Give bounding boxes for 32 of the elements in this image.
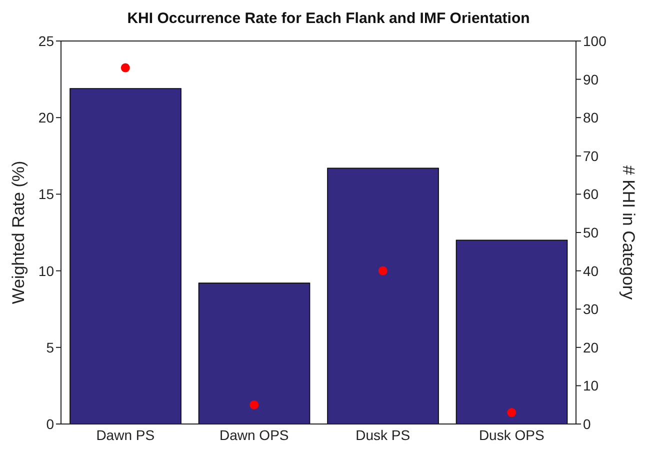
bar — [327, 168, 439, 424]
point — [378, 266, 388, 276]
y2-tick-label: 0 — [583, 416, 591, 432]
y-tick-label: 25 — [38, 32, 54, 49]
bar — [70, 88, 182, 424]
x-tick-label: Dawn OPS — [220, 426, 289, 443]
point — [507, 408, 516, 418]
y2-tick-label: 90 — [583, 71, 599, 88]
y-tick-label: 15 — [38, 186, 54, 202]
y2-tick-label: 20 — [583, 339, 599, 356]
y2-tick-label: 60 — [583, 186, 599, 202]
y2-tick-label: 50 — [583, 224, 599, 240]
bar — [456, 240, 568, 424]
y-tick-label: 5 — [46, 339, 54, 356]
x-tick-label: Dusk PS — [356, 426, 410, 443]
point — [250, 400, 259, 410]
y2-tick-label: 10 — [583, 378, 599, 394]
bar — [198, 282, 310, 424]
y2-tick-label: 80 — [583, 110, 599, 126]
y-tick-label: 20 — [38, 110, 54, 126]
y2-axis-title: # KHI in Category — [618, 165, 638, 300]
y-tick-label: 0 — [46, 416, 54, 432]
y2-tick-label: 100 — [583, 32, 607, 49]
chart-title: KHI Occurrence Rate for Each Flank and IMF Orientation — [126, 9, 531, 29]
point — [120, 63, 130, 72]
y2-tick-label: 40 — [583, 262, 599, 279]
y2-tick-label: 30 — [583, 301, 599, 318]
y-tick-label: 10 — [38, 262, 54, 279]
x-tick-label: Dusk OPS — [478, 426, 544, 443]
x-tick-label: Dawn PS — [96, 426, 155, 443]
y2-tick-label: 70 — [583, 148, 599, 164]
y-axis-title: Weighted Rate (%) — [9, 160, 28, 304]
